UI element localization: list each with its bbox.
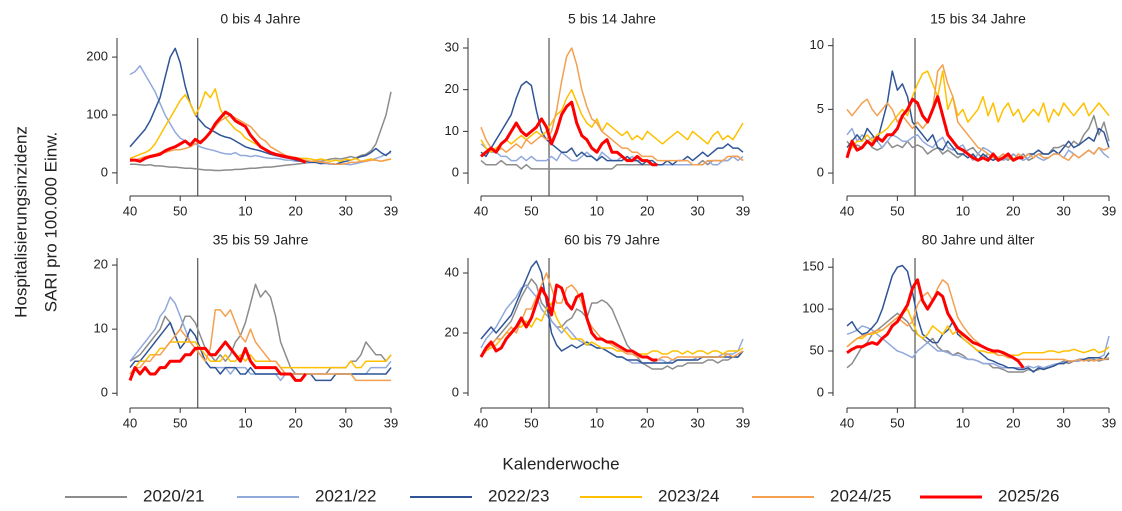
- legend-label: 2024/25: [830, 486, 891, 505]
- y-tick-label: 200: [86, 49, 108, 64]
- y-tick-label: 150: [802, 259, 824, 274]
- x-tick-label: 40: [474, 415, 488, 430]
- x-tick-label: 39: [1102, 415, 1116, 430]
- x-tick-label: 30: [339, 415, 353, 430]
- y-tick-label: 40: [445, 264, 459, 279]
- x-tick-label: 30: [690, 203, 704, 218]
- x-tick-label: 50: [890, 203, 904, 218]
- x-tick-label: 40: [123, 203, 137, 218]
- y-tick-label: 10: [445, 123, 459, 138]
- series-line: [129, 309, 391, 382]
- y-tick-label: 0: [101, 385, 108, 400]
- series-line: [129, 341, 392, 375]
- y-tick-label: 0: [452, 165, 459, 180]
- x-tick-label: 50: [524, 415, 538, 430]
- panel-title: 15 bis 34 Jahre: [930, 11, 1026, 27]
- series-line: [479, 283, 658, 362]
- series-line: [128, 340, 307, 382]
- x-tick-label: 10: [590, 415, 604, 430]
- y-tick-label: 20: [94, 256, 108, 271]
- y-tick-label: 0: [817, 384, 824, 399]
- x-tick-label: 50: [173, 415, 187, 430]
- y-tick-label: 0: [817, 165, 824, 180]
- series-line: [846, 64, 1110, 162]
- series-line: [129, 114, 392, 165]
- x-tick-label: 30: [1056, 415, 1070, 430]
- y-axis-title: SARI pro 100.000 Einw.: [41, 132, 60, 313]
- legend-label: 2020/21: [143, 486, 204, 505]
- series-line: [129, 65, 392, 166]
- series-line: [130, 91, 392, 172]
- y-tick-label: 5: [817, 101, 824, 116]
- series-line: [480, 80, 744, 166]
- series-line: [480, 88, 744, 153]
- series-line: [846, 70, 1110, 155]
- panel-title: 80 Jahre und älter: [922, 232, 1035, 248]
- x-tick-label: 20: [288, 415, 302, 430]
- y-tick-label: 100: [86, 106, 108, 121]
- series-line: [129, 47, 392, 165]
- x-tick-label: 40: [123, 415, 137, 430]
- y-tick-label: 20: [445, 81, 459, 96]
- x-tick-label: 30: [690, 415, 704, 430]
- x-tick-label: 50: [890, 415, 904, 430]
- y-tick-label: 100: [802, 301, 824, 316]
- x-tick-label: 20: [288, 203, 302, 218]
- x-tick-label: 39: [1102, 203, 1116, 218]
- x-tick-label: 39: [736, 415, 750, 430]
- series-line: [846, 278, 1025, 369]
- x-tick-label: 30: [1056, 203, 1070, 218]
- x-tick-label: 39: [736, 203, 750, 218]
- panel-title: 5 bis 14 Jahre: [568, 11, 656, 27]
- x-tick-label: 20: [1006, 415, 1020, 430]
- legend-label: 2023/24: [658, 486, 719, 505]
- x-tick-label: 50: [524, 203, 538, 218]
- panel-title: 0 bis 4 Jahre: [220, 11, 300, 27]
- y-tick-label: 0: [452, 384, 459, 399]
- series-line: [480, 278, 744, 370]
- x-tick-label: 10: [238, 415, 252, 430]
- y-axis-title: Hospitalisierungsinzidenz: [11, 126, 30, 318]
- series-line: [845, 95, 1024, 162]
- series-line: [480, 100, 658, 167]
- y-tick-label: 50: [810, 342, 824, 357]
- y-tick-label: 10: [94, 321, 108, 336]
- y-tick-label: 30: [445, 39, 459, 54]
- x-tick-label: 10: [238, 203, 252, 218]
- x-tick-label: 39: [384, 415, 398, 430]
- series-line: [846, 127, 1110, 162]
- x-tick-label: 10: [956, 203, 970, 218]
- y-tick-label: 0: [101, 164, 108, 179]
- panel-title: 35 bis 59 Jahre: [213, 232, 309, 248]
- series-line: [480, 155, 744, 170]
- legend-label: 2021/22: [315, 486, 376, 505]
- y-tick-label: 10: [810, 37, 824, 52]
- panel-title: 60 bis 79 Jahre: [564, 232, 660, 248]
- x-tick-label: 10: [956, 415, 970, 430]
- x-axis-title: Kalenderwoche: [502, 454, 619, 473]
- series-line: [130, 110, 307, 164]
- x-tick-label: 50: [173, 203, 187, 218]
- x-tick-label: 40: [840, 203, 854, 218]
- series-line: [480, 47, 744, 166]
- x-tick-label: 39: [384, 203, 398, 218]
- series-line: [480, 272, 744, 361]
- series-line: [846, 279, 1110, 362]
- x-tick-label: 40: [840, 415, 854, 430]
- x-tick-label: 30: [339, 203, 353, 218]
- legend-label: 2022/23: [488, 486, 549, 505]
- x-tick-label: 20: [640, 415, 654, 430]
- x-tick-label: 10: [590, 203, 604, 218]
- series-line: [480, 260, 744, 364]
- legend-label: 2025/26: [998, 486, 1059, 505]
- x-tick-label: 20: [1006, 203, 1020, 218]
- y-tick-label: 20: [445, 324, 459, 339]
- x-tick-label: 20: [640, 203, 654, 218]
- x-tick-label: 40: [474, 203, 488, 218]
